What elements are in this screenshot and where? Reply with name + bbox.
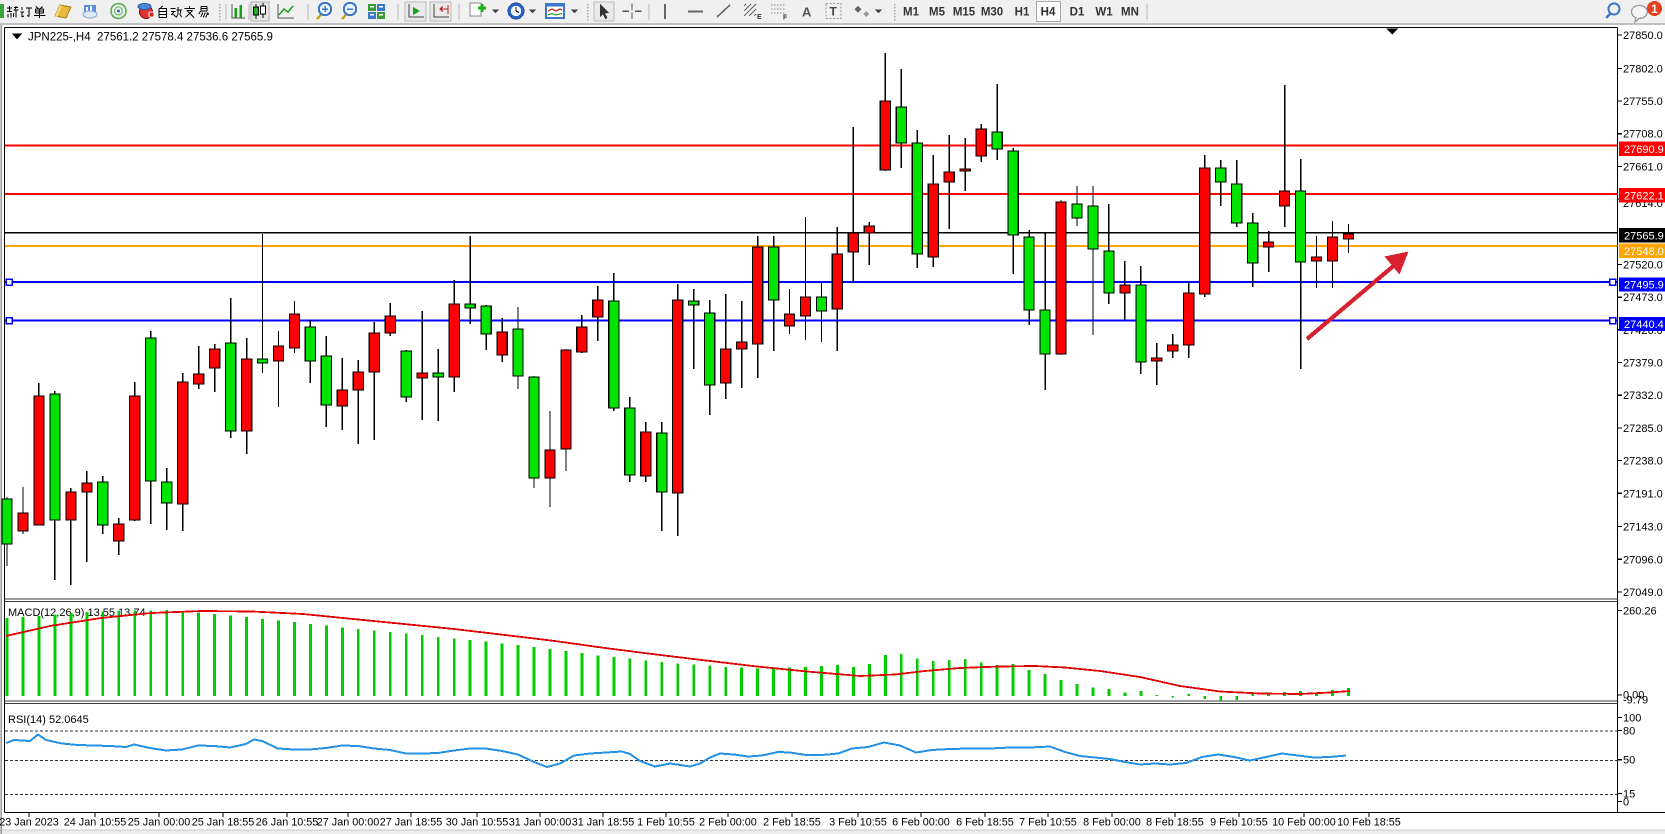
svg-text:27520.0: 27520.0 xyxy=(1623,260,1663,272)
svg-text:27708.0: 27708.0 xyxy=(1623,129,1663,141)
svg-text:27661.0: 27661.0 xyxy=(1623,161,1663,173)
svg-text:25 Jan 18:55: 25 Jan 18:55 xyxy=(192,817,254,829)
svg-text:MACD(12,26,9) 13.55 13.74: MACD(12,26,9) 13.55 13.74 xyxy=(8,607,146,619)
svg-text:27238.0: 27238.0 xyxy=(1623,456,1663,468)
svg-text:24 Jan 10:55: 24 Jan 10:55 xyxy=(64,817,126,829)
svg-text:7 Feb 10:55: 7 Feb 10:55 xyxy=(1019,817,1077,829)
svg-text:A: A xyxy=(802,5,812,20)
svg-text:27548.0: 27548.0 xyxy=(1624,246,1664,258)
svg-text:1 Feb 10:55: 1 Feb 10:55 xyxy=(637,817,695,829)
svg-text:D1: D1 xyxy=(1070,7,1085,19)
svg-text:1: 1 xyxy=(1651,4,1658,16)
svg-text:H4: H4 xyxy=(1041,7,1056,19)
svg-text:2 Feb 00:00: 2 Feb 00:00 xyxy=(699,817,757,829)
svg-text:8 Feb 00:00: 8 Feb 00:00 xyxy=(1083,817,1141,829)
svg-text:27473.0: 27473.0 xyxy=(1623,292,1663,304)
svg-text:260.26: 260.26 xyxy=(1623,606,1657,618)
svg-text:31 Jan 00:00: 31 Jan 00:00 xyxy=(509,817,571,829)
svg-text:27802.0: 27802.0 xyxy=(1623,63,1663,75)
svg-text:F: F xyxy=(783,15,788,22)
svg-text:25 Jan 00:00: 25 Jan 00:00 xyxy=(128,817,190,829)
svg-text:27 Jan 00:00: 27 Jan 00:00 xyxy=(317,817,379,829)
svg-text:10 Feb 00:00: 10 Feb 00:00 xyxy=(1272,817,1336,829)
svg-text:0: 0 xyxy=(1623,797,1629,809)
svg-text:80: 80 xyxy=(1623,726,1635,738)
svg-text:23 Jan 2023: 23 Jan 2023 xyxy=(0,817,59,829)
svg-text:27440.4: 27440.4 xyxy=(1624,319,1664,331)
svg-text:6 Feb 00:00: 6 Feb 00:00 xyxy=(892,817,950,829)
svg-text:H1: H1 xyxy=(1015,7,1030,19)
svg-text:T: T xyxy=(830,5,838,19)
svg-text:50: 50 xyxy=(1623,755,1635,767)
svg-text:27565.9: 27565.9 xyxy=(1624,230,1664,242)
svg-text:27850.0: 27850.0 xyxy=(1623,30,1663,42)
svg-text:-9.79: -9.79 xyxy=(1623,695,1648,707)
svg-text:100: 100 xyxy=(1623,713,1641,725)
svg-text:27049.0: 27049.0 xyxy=(1623,587,1663,599)
svg-text:0.00: 0.00 xyxy=(1623,690,1644,702)
svg-text:M30: M30 xyxy=(981,7,1003,19)
svg-text:27690.9: 27690.9 xyxy=(1624,144,1664,156)
svg-text:27143.0: 27143.0 xyxy=(1623,522,1663,534)
svg-text:M15: M15 xyxy=(953,7,976,19)
svg-text:3 Feb 10:55: 3 Feb 10:55 xyxy=(829,817,887,829)
svg-text:27332.0: 27332.0 xyxy=(1623,390,1663,402)
svg-text:MN: MN xyxy=(1121,7,1139,19)
svg-text:8 Feb 18:55: 8 Feb 18:55 xyxy=(1146,817,1204,829)
svg-text:31 Jan 18:55: 31 Jan 18:55 xyxy=(572,817,634,829)
svg-text:30 Jan 10:55: 30 Jan 10:55 xyxy=(446,817,508,829)
svg-text:M1: M1 xyxy=(903,7,920,19)
svg-text:15: 15 xyxy=(1623,789,1635,801)
svg-text:9 Feb 10:55: 9 Feb 10:55 xyxy=(1210,817,1268,829)
svg-text:6 Feb 18:55: 6 Feb 18:55 xyxy=(956,817,1014,829)
svg-text:E: E xyxy=(757,14,762,21)
svg-text:27191.0: 27191.0 xyxy=(1623,488,1663,500)
svg-text:W1: W1 xyxy=(1095,7,1113,19)
svg-text:27622.1: 27622.1 xyxy=(1624,190,1664,202)
svg-text:RSI(14) 52.0645: RSI(14) 52.0645 xyxy=(8,714,89,726)
svg-text:27285.0: 27285.0 xyxy=(1623,423,1663,435)
svg-text:27495.9: 27495.9 xyxy=(1624,280,1664,292)
svg-text:27096.0: 27096.0 xyxy=(1623,554,1663,566)
svg-text:JPN225-,H4 27561.2 27578.4 27: JPN225-,H4 27561.2 27578.4 27536.6 27565… xyxy=(28,32,273,44)
svg-text:2 Feb 18:55: 2 Feb 18:55 xyxy=(763,817,821,829)
svg-text:M5: M5 xyxy=(929,7,946,19)
svg-text:27755.0: 27755.0 xyxy=(1623,96,1663,108)
svg-text:27 Jan 18:55: 27 Jan 18:55 xyxy=(380,817,442,829)
svg-text:27379.0: 27379.0 xyxy=(1623,358,1663,370)
svg-text:26 Jan 10:55: 26 Jan 10:55 xyxy=(256,817,318,829)
svg-text:10 Feb 18:55: 10 Feb 18:55 xyxy=(1337,817,1401,829)
